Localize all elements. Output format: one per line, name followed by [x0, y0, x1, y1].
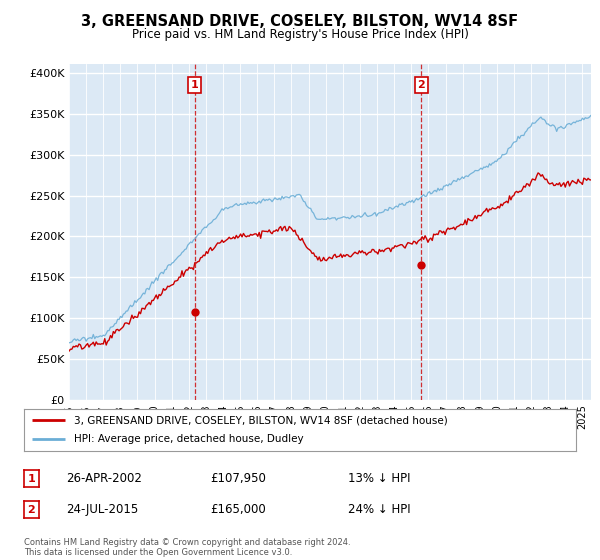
Text: Price paid vs. HM Land Registry's House Price Index (HPI): Price paid vs. HM Land Registry's House …: [131, 28, 469, 41]
Text: 26-APR-2002: 26-APR-2002: [66, 472, 142, 486]
Text: 3, GREENSAND DRIVE, COSELEY, BILSTON, WV14 8SF (detached house): 3, GREENSAND DRIVE, COSELEY, BILSTON, WV…: [74, 415, 448, 425]
Text: 2: 2: [418, 80, 425, 90]
Text: 13% ↓ HPI: 13% ↓ HPI: [348, 472, 410, 486]
Text: 24-JUL-2015: 24-JUL-2015: [66, 503, 138, 516]
Text: 3, GREENSAND DRIVE, COSELEY, BILSTON, WV14 8SF: 3, GREENSAND DRIVE, COSELEY, BILSTON, WV…: [82, 14, 518, 29]
Text: HPI: Average price, detached house, Dudley: HPI: Average price, detached house, Dudl…: [74, 435, 304, 445]
Text: 24% ↓ HPI: 24% ↓ HPI: [348, 503, 410, 516]
Text: £107,950: £107,950: [210, 472, 266, 486]
Text: Contains HM Land Registry data © Crown copyright and database right 2024.
This d: Contains HM Land Registry data © Crown c…: [24, 538, 350, 557]
Text: 1: 1: [191, 80, 199, 90]
Text: £165,000: £165,000: [210, 503, 266, 516]
Text: 1: 1: [28, 474, 35, 484]
Text: 2: 2: [28, 505, 35, 515]
